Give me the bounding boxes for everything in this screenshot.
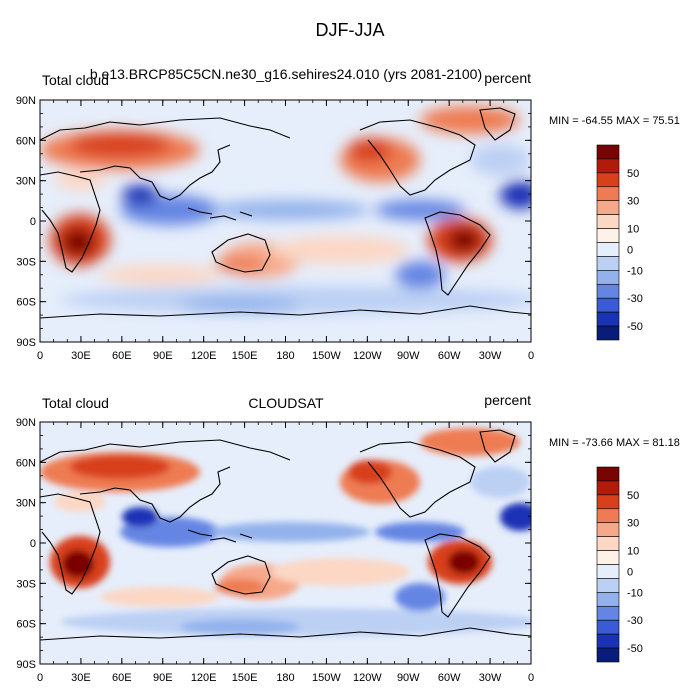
panel1-units-label: percent: [484, 70, 531, 86]
panel1-colorbar-label: 50: [627, 168, 639, 180]
panel1-colorbar-swatch: [596, 283, 620, 299]
panel2-lat-label: 60S: [16, 619, 36, 631]
panel2-case-label: CLOUDSAT: [248, 395, 324, 411]
panel2-lon-label: 0: [528, 672, 534, 684]
panel2-colorbar-swatch: [596, 494, 620, 510]
panel2-colorbar-swatch: [596, 619, 620, 635]
panel1-lat-label: 0: [30, 216, 36, 228]
panel1-lon-label: 0: [37, 350, 43, 362]
panel1-colorbar-label: 30: [627, 196, 639, 208]
panel1-colorbar: 50 30 10 0 -10 -30 -50: [596, 144, 643, 341]
panel2-lon-label: 0: [37, 672, 43, 684]
panel2-colorbar-swatch: [596, 480, 620, 496]
panel1-colorbar-label: -10: [627, 265, 643, 277]
panel2-lat-label: 30N: [16, 498, 36, 510]
panel1-colorbar-swatch: [596, 256, 620, 271]
panel2-lon-label: 30W: [479, 672, 502, 684]
panel2-lat-label: 90S: [16, 659, 36, 671]
panel2-colorbar-swatch: [596, 466, 620, 482]
panel2-lon-label: 60E: [112, 672, 132, 684]
panel1-lat-label: 60S: [16, 297, 36, 309]
panel1-lat-label: 60N: [16, 135, 36, 147]
panel1-lon-label: 120E: [191, 350, 217, 362]
panel2-colorbar-swatch: [596, 633, 620, 649]
panel1-lon-label: 90W: [397, 350, 420, 362]
panel2-variable-label: Total cloud: [42, 395, 109, 411]
panel2-colorbar-label: -50: [627, 643, 643, 655]
panel2-colorbar-swatch: [596, 605, 620, 621]
panel1-lon-label: 0: [528, 350, 534, 362]
panel2-units-label: percent: [484, 392, 531, 408]
panel1-lat-label: 30S: [16, 256, 36, 268]
panel1-colorbar-swatch: [596, 158, 620, 174]
panel1-colorbar-swatch: [596, 228, 620, 243]
panel2-colorbar-swatch: [596, 578, 620, 593]
panel1-minmax: MIN = -64.55 MAX = 75.51: [549, 115, 680, 127]
panel1-map: 0 30E 60E 90E 120E 150E 180 150W 120W 90W 60W 30W 09…: [16, 95, 534, 362]
panel2-colorbar-swatch: [596, 536, 620, 551]
panel2-lon-label: 120W: [353, 672, 382, 684]
panel1-lon-label: 120W: [353, 350, 382, 362]
panel2-lon-label: 90E: [153, 672, 173, 684]
panel2-lon-label: 60W: [438, 672, 461, 684]
panel1-colorbar-swatch: [596, 172, 620, 188]
panel1-lon-label: 30W: [479, 350, 502, 362]
panel2-map: 0 30E 60E 90E 120E 150E 180 150W 120W 90W 60W 30W 09…: [16, 417, 534, 684]
panel1-colorbar-swatch: [596, 297, 620, 313]
panel2-lat-label: 90N: [16, 417, 36, 429]
panel2-lat-label: 60N: [16, 457, 36, 469]
panel1-colorbar-swatch: [596, 242, 620, 257]
panel1-lat-label: 90S: [16, 337, 36, 349]
panel2-lon-label: 120E: [191, 672, 217, 684]
panel1-colorbar-swatch: [596, 270, 620, 285]
panel1-lat-label: 90N: [16, 95, 36, 107]
panel1-lon-label: 60W: [438, 350, 461, 362]
panel1-colorbar-swatch: [596, 186, 620, 202]
panel2-lat-label: 30S: [16, 578, 36, 590]
panel2-colorbar-swatch: [596, 508, 620, 524]
panel1-colorbar-label: 10: [627, 224, 639, 236]
panel2-colorbar-label: 30: [627, 518, 639, 530]
panel2-colorbar-swatch: [596, 550, 620, 565]
panel2-lat-label: 0: [30, 538, 36, 550]
panel1-lon-label: 30E: [71, 350, 91, 362]
panel2-colorbar-label: 50: [627, 490, 639, 502]
panel2-colorbar-swatch: [596, 592, 620, 607]
panel2-lon-label: 90W: [397, 672, 420, 684]
figure-title: DJF-JJA: [315, 20, 385, 40]
panel1-lon-label: 150W: [312, 350, 341, 362]
panel1-lon-label: 60E: [112, 350, 132, 362]
panel1-colorbar-swatch: [596, 325, 620, 341]
panel1-colorbar-swatch: [596, 311, 620, 327]
panel1-colorbar-swatch: [596, 200, 620, 215]
panel2-colorbar: 50 30 10 0 -10 -30 -50: [596, 466, 643, 663]
panel2-lon-label: 150W: [312, 672, 341, 684]
panel2-colorbar-swatch: [596, 647, 620, 663]
panel2-lon-label: 30E: [71, 672, 91, 684]
panel2-lon-label: 150E: [232, 672, 258, 684]
panel1-colorbar-swatch: [596, 144, 620, 160]
panel1-colorbar-label: 0: [627, 244, 633, 256]
panel1-colorbar-label: -30: [627, 293, 643, 305]
panel2-lon-label: 180: [276, 672, 294, 684]
panel1-colorbar-label: -50: [627, 321, 643, 333]
panel2-colorbar-label: -10: [627, 587, 643, 599]
panel1-lat-label: 30N: [16, 176, 36, 188]
panel1-variable-label: Total cloud: [42, 72, 109, 88]
panel1-lon-label: 150E: [232, 350, 258, 362]
panel2-minmax: MIN = -73.66 MAX = 81.18: [549, 437, 680, 449]
panel2-colorbar-label: 10: [627, 546, 639, 558]
panel1-lon-label: 90E: [153, 350, 173, 362]
panel1-case-label: b.e13.BRCP85C5CN.ne30_g16.sehires24.010 …: [89, 66, 483, 82]
panel1-lon-label: 180: [276, 350, 294, 362]
panel2-colorbar-swatch: [596, 564, 620, 579]
panel2-colorbar-swatch: [596, 522, 620, 537]
panel1-colorbar-swatch: [596, 214, 620, 229]
panel2-colorbar-label: 0: [627, 566, 633, 578]
panel2-colorbar-label: -30: [627, 615, 643, 627]
